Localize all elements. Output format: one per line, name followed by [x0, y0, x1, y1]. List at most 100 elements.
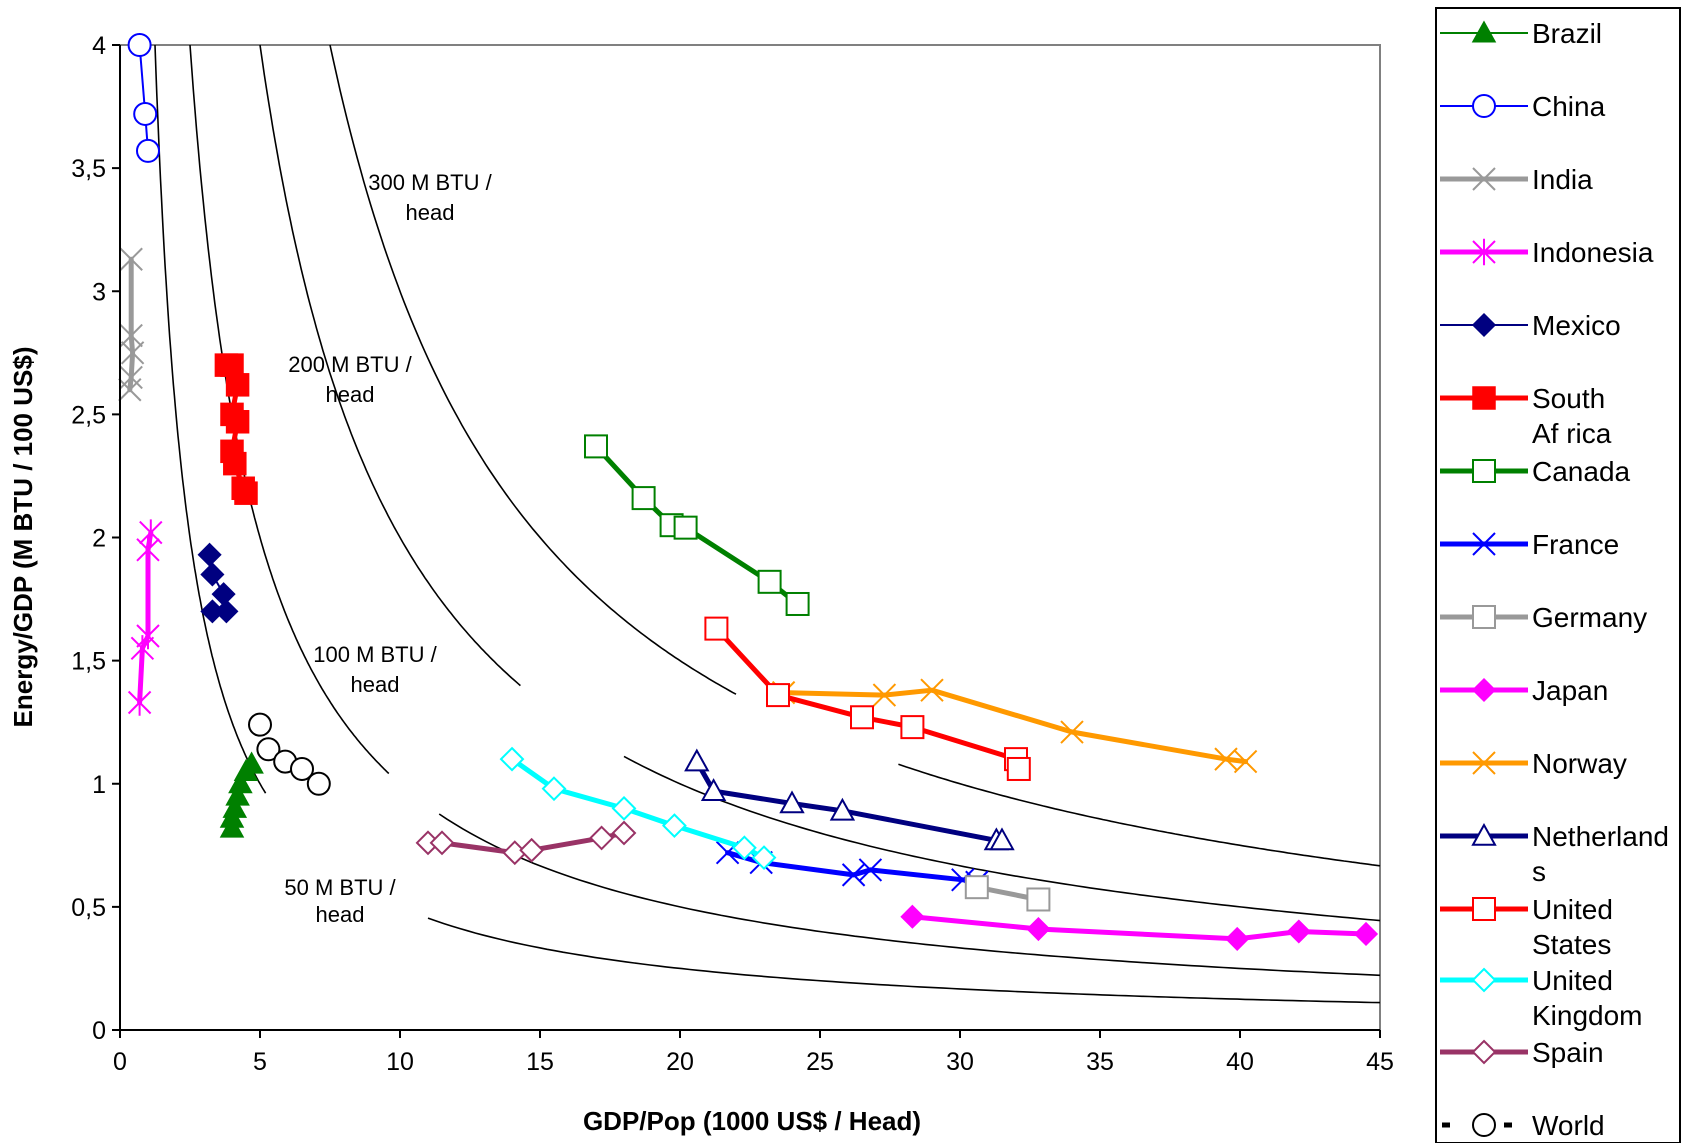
- data-point-china: [133, 101, 158, 126]
- legend-label: France: [1532, 529, 1619, 560]
- legend-marker: [1471, 677, 1497, 703]
- data-point-indonesia: [127, 689, 152, 716]
- legend-label: Netherland: [1532, 821, 1669, 852]
- legend-item: India: [1440, 164, 1593, 195]
- legend-marker: [1472, 386, 1496, 410]
- series-indonesia: [127, 519, 163, 716]
- data-point-south-africa: [234, 481, 258, 505]
- series-united-states: [704, 616, 1031, 781]
- data-point-japan: [1353, 921, 1379, 947]
- legend-item: France: [1440, 529, 1619, 560]
- data-point-brazil: [225, 783, 250, 806]
- data-point-world: [290, 756, 314, 781]
- legend-label: Spain: [1532, 1037, 1604, 1068]
- data-point-india: [119, 247, 143, 271]
- legend-label: Brazil: [1532, 18, 1602, 49]
- data-point-indonesia: [130, 635, 155, 662]
- data-point-norway: [920, 678, 944, 702]
- data-point-japan: [900, 904, 925, 929]
- legend-item: Norway: [1440, 748, 1627, 779]
- data-point-united-states: [900, 715, 925, 740]
- data-point-spain: [611, 820, 637, 846]
- data-point-netherlands: [684, 748, 710, 772]
- series-world: [248, 712, 331, 796]
- isoline-300-segment-1: [898, 763, 1381, 867]
- isoline-300: [329, 44, 1381, 867]
- legend-marker: [1471, 822, 1497, 846]
- legend-item: Brazil: [1440, 18, 1602, 49]
- series-japan: [900, 904, 1379, 951]
- legend-label: China: [1532, 91, 1606, 122]
- legend-marker: [1471, 1039, 1497, 1065]
- data-point-canada: [584, 434, 608, 459]
- isoline-label-100: 100 M BTU /: [313, 642, 437, 667]
- data-point-united-kingdom: [751, 845, 777, 871]
- y-tick-label: 3,5: [71, 155, 106, 183]
- data-point-united-states: [1006, 756, 1031, 781]
- x-tick-label: 45: [1366, 1048, 1394, 1076]
- legend-label: Norway: [1532, 748, 1627, 779]
- legend-item: United States: [1440, 894, 1613, 960]
- data-point-world: [306, 771, 331, 796]
- data-point-india: [120, 341, 145, 365]
- y-tick-label: 2: [92, 525, 106, 553]
- data-point-canada: [785, 591, 810, 616]
- data-point-netherlands: [989, 827, 1015, 851]
- data-point-norway: [1233, 749, 1258, 774]
- y-tick-label: 1: [92, 771, 106, 799]
- data-point-world: [256, 737, 281, 762]
- legend-marker: [1472, 897, 1496, 921]
- legend-label: World: [1532, 1110, 1605, 1141]
- isoline-label-300-unit: head: [406, 200, 455, 225]
- legend-marker: [1471, 967, 1497, 993]
- data-point-united-kingdom: [731, 835, 757, 861]
- legend-label: Germany: [1532, 602, 1647, 633]
- data-point-mexico: [200, 562, 225, 587]
- legend-marker: [1471, 20, 1497, 43]
- data-point-india: [118, 378, 142, 402]
- data-point-brazil: [222, 795, 248, 818]
- legend-item: Mexico: [1440, 310, 1621, 341]
- legend-label: States: [1532, 929, 1611, 960]
- series-spain: [415, 820, 637, 866]
- isoline-label-50-unit: head: [316, 902, 365, 927]
- x-tick-label: 5: [253, 1048, 267, 1076]
- y-ticks: 0 0,5 1 1,5 2 2,5 3 3,5 4: [71, 32, 120, 1045]
- x-tick-label: 20: [666, 1048, 694, 1076]
- data-point-mexico: [200, 599, 225, 624]
- data-point-japan: [1286, 919, 1311, 944]
- legend-label: Kingdom: [1532, 1000, 1643, 1031]
- data-point-united-states: [850, 705, 874, 730]
- legend-item: Indonesia: [1440, 237, 1654, 268]
- isoline-200-segment-0: [259, 44, 521, 687]
- series-india: [118, 247, 145, 402]
- legend-item: South Af rica: [1440, 383, 1612, 449]
- x-tick-label: 10: [386, 1048, 414, 1076]
- x-tick-label: 30: [946, 1048, 974, 1076]
- data-point-united-states: [766, 683, 790, 708]
- data-point-south-africa: [225, 373, 250, 397]
- isoline-50-segment-0: [154, 44, 267, 794]
- legend-marker: [1472, 532, 1496, 556]
- data-point-canada: [631, 486, 656, 511]
- legend-box: [1435, 7, 1681, 1143]
- data-point-norway: [872, 683, 897, 707]
- data-point-south-africa: [225, 410, 250, 434]
- x-tick-label: 40: [1226, 1048, 1254, 1076]
- isoline-label-50: 50 M BTU /: [284, 875, 396, 900]
- legend-item: Netherland s: [1440, 821, 1669, 887]
- series-layer: [118, 33, 1379, 951]
- data-point-canada: [757, 569, 782, 594]
- x-tick-label: 15: [526, 1048, 554, 1076]
- legend-label: Mexico: [1532, 310, 1621, 341]
- series-canada: [584, 434, 810, 616]
- y-tick-label: 3: [92, 278, 106, 306]
- data-point-netherlands: [700, 778, 727, 801]
- y-axis-title: Energy/GDP (M BTU / 100 US$): [8, 347, 38, 728]
- x-axis-title: GDP/Pop (1000 US$ / Head): [583, 1106, 921, 1136]
- y-tick-label: 2,5: [71, 401, 106, 429]
- series-mexico: [197, 542, 239, 624]
- series-south-africa: [214, 353, 258, 505]
- legend-label: Af rica: [1532, 418, 1612, 449]
